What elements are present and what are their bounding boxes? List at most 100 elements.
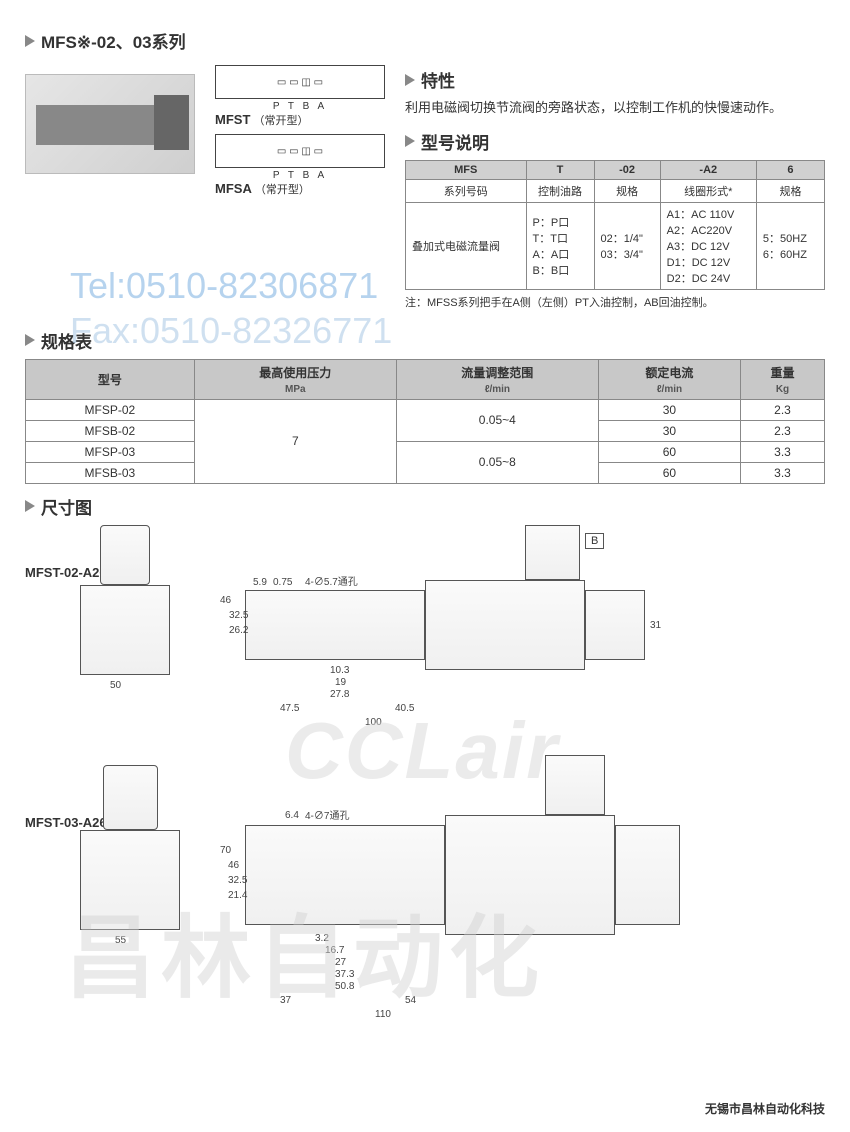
spec-td: 7 <box>194 399 396 483</box>
series-title: MFS※-02、03系列 <box>41 28 186 53</box>
spec-td: 2.3 <box>740 420 824 441</box>
model-table: MFS T -02 -A2 6 系列号码 控制油路 规格 线圈形式* 规格 叠加… <box>405 160 825 290</box>
top-row: ▭ ▭ ◫ ▭ P T B A MFST （常开型） ▭ ▭ ◫ ▭ P T B… <box>25 59 825 310</box>
dim-label-02: MFST-02-A26 <box>25 565 107 580</box>
dim-num: 50 <box>110 680 121 691</box>
model-td: A1：AC 110V A2：AC220V A3：DC 12V D1：DC 12V… <box>660 202 756 289</box>
model-td: 02：1/4" 03：3/4" <box>594 202 660 289</box>
dim-num: 27 <box>335 957 346 968</box>
spec-td: 0.05~8 <box>396 441 598 483</box>
dim-head: 尺寸图 <box>25 494 825 519</box>
dim-num: 21.4 <box>228 890 247 901</box>
dim-num: 46 <box>220 595 231 606</box>
dim-num: 70 <box>220 845 231 856</box>
spec-th: 重量Kg <box>740 359 824 399</box>
schematic-mfst: ▭ ▭ ◫ ▭ <box>215 65 385 99</box>
model-th: MFS <box>406 160 527 179</box>
feature-text: 利用电磁阀切换节流阀的旁路状态，以控制工作机的快慢速动作。 <box>405 98 825 119</box>
model-heading: 型号说明 <box>421 129 489 154</box>
schematic-mfsa: ▭ ▭ ◫ ▭ <box>215 134 385 168</box>
model-td: 规格 <box>594 179 660 202</box>
model-th: T <box>526 160 594 179</box>
spec-td: 30 <box>598 399 740 420</box>
arrow-icon <box>25 500 35 512</box>
dim-hole-note: 4-∅7通孔 <box>305 807 349 822</box>
dimension-area: CCLair 昌林自动化 MFST-02-A26 50 B 4-∅5.7通孔 4… <box>25 525 825 1085</box>
product-photo-col <box>25 59 195 310</box>
dim-num: 32.5 <box>229 610 248 621</box>
table-row: 叠加式电磁流量阀 P：P口 T：T口 A：A口 B：B口 02：1/4" 03：… <box>406 202 825 289</box>
product-photo <box>25 74 195 174</box>
dim-drawing-03-end <box>615 825 680 925</box>
feature-head: 特性 <box>405 67 825 92</box>
dim-num: 10.3 <box>330 665 349 676</box>
dim-drawing-02-sol <box>425 580 585 670</box>
model-head: 型号说明 <box>405 129 825 154</box>
dim-num: 0.75 <box>273 577 292 588</box>
spec-td: 2.3 <box>740 399 824 420</box>
dim-num: 31 <box>650 620 661 631</box>
model-td: 线圈形式* <box>660 179 756 202</box>
model-td: 系列号码 <box>406 179 527 202</box>
arrow-icon <box>25 35 35 47</box>
dim-num: 19 <box>335 677 346 688</box>
b-tag: B <box>585 533 604 549</box>
model-th: 6 <box>756 160 824 179</box>
spec-head: 规格表 <box>25 328 825 353</box>
dim-drawing-02-top <box>245 590 425 660</box>
dim-heading: 尺寸图 <box>41 494 92 519</box>
dim-drawing-02-conn <box>100 525 150 585</box>
arrow-icon <box>405 74 415 86</box>
model-td: P：P口 T：T口 A：A口 B：B口 <box>526 202 594 289</box>
spec-th: 额定电流ℓ/min <box>598 359 740 399</box>
spec-th: 流量调整范围ℓ/min <box>396 359 598 399</box>
model-td: 规格 <box>756 179 824 202</box>
model-th: -A2 <box>660 160 756 179</box>
dim-num: 55 <box>115 935 126 946</box>
dim-drawing-03-sol <box>445 815 615 935</box>
spec-td: 3.3 <box>740 462 824 483</box>
arrow-icon <box>25 334 35 346</box>
dim-num: 46 <box>228 860 239 871</box>
spec-th: 最高使用压力MPa <box>194 359 396 399</box>
watermark-logo: CCLair <box>285 705 559 797</box>
series-header: MFS※-02、03系列 <box>25 28 825 53</box>
spec-td: MFSB-02 <box>26 420 195 441</box>
feature-heading: 特性 <box>421 67 455 92</box>
dim-num: 37 <box>280 995 291 1006</box>
schematic-mfst-label: MFST （常开型） <box>215 112 385 128</box>
model-td: 叠加式电磁流量阀 <box>406 202 527 289</box>
schematic-ports-1: P T B A <box>215 101 385 112</box>
model-td: 控制油路 <box>526 179 594 202</box>
dim-num: 26.2 <box>229 625 248 636</box>
table-row: MFS T -02 -A2 6 <box>406 160 825 179</box>
schematic-column: ▭ ▭ ◫ ▭ P T B A MFST （常开型） ▭ ▭ ◫ ▭ P T B… <box>215 59 385 310</box>
table-row: MFSP-02 7 0.05~4 30 2.3 <box>26 399 825 420</box>
table-row: MFSP-03 0.05~8 60 3.3 <box>26 441 825 462</box>
table-row: 系列号码 控制油路 规格 线圈形式* 规格 <box>406 179 825 202</box>
arrow-icon <box>405 135 415 147</box>
dim-num: 50.8 <box>335 981 354 992</box>
dim-num: 3.2 <box>315 933 329 944</box>
dim-num: 16.7 <box>325 945 344 956</box>
dim-hole-note: 4-∅5.7通孔 <box>305 573 358 588</box>
spec-td: MFSP-03 <box>26 441 195 462</box>
footer-text: 无锡市昌林自动化科技 <box>705 1100 825 1117</box>
dim-num: 54 <box>405 995 416 1006</box>
dim-drawing-03-left <box>80 830 180 930</box>
spec-td: MFSP-02 <box>26 399 195 420</box>
dim-num: 6.4 <box>285 810 299 821</box>
dim-num: 5.9 <box>253 577 267 588</box>
spec-td: 0.05~4 <box>396 399 598 441</box>
feature-column: 特性 利用电磁阀切换节流阀的旁路状态，以控制工作机的快慢速动作。 型号说明 MF… <box>405 59 825 310</box>
dim-drawing-02-end <box>585 590 645 660</box>
spec-table: 型号 最高使用压力MPa 流量调整范围ℓ/min 额定电流ℓ/min 重量Kg … <box>25 359 825 484</box>
dim-label-03: MFST-03-A26 <box>25 815 107 830</box>
spec-th: 型号 <box>26 359 195 399</box>
schematic-mfsa-label: MFSA （常开型） <box>215 181 385 197</box>
model-note: 注：MFSS系列把手在A侧（左侧）PT入油控制，AB回油控制。 <box>405 294 825 310</box>
dim-drawing-03-plug <box>545 755 605 815</box>
schematic-ports-2: P T B A <box>215 170 385 181</box>
dim-drawing-02-left <box>80 585 170 675</box>
dim-drawing-03-top <box>245 825 445 925</box>
